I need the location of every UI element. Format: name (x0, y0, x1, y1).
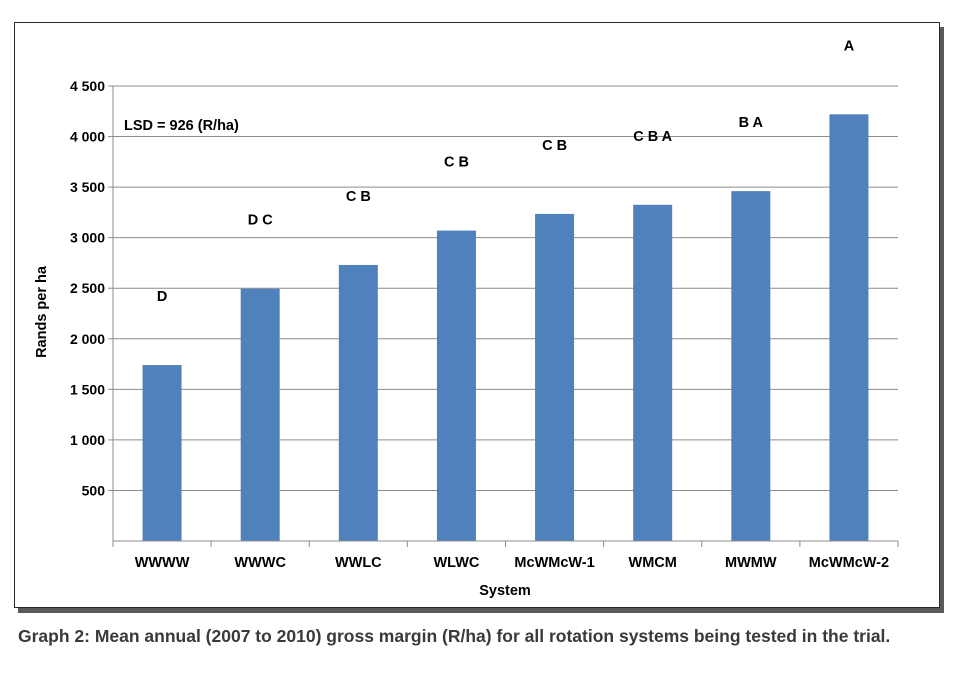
gridlines (113, 85, 898, 491)
bar (829, 114, 869, 542)
x-tick-label: MWMW (725, 555, 777, 571)
bar (731, 191, 771, 541)
y-tick-label: 4 500 (70, 78, 105, 94)
bar (436, 230, 476, 542)
x-axis-title: System (479, 583, 531, 599)
x-tick-label: WWWC (234, 555, 286, 571)
significance-label: C B (346, 189, 371, 205)
y-tick-label: 4 000 (70, 129, 105, 145)
significance-label: D (157, 289, 167, 305)
x-tick-label: WWLC (335, 555, 382, 571)
y-tick-label: 500 (82, 482, 106, 498)
significance-label: C B (542, 138, 567, 154)
x-tick-label: McWMcW-1 (514, 555, 594, 571)
x-tick-label: McWMcW-2 (809, 555, 889, 571)
y-tick-label: 1 000 (70, 432, 105, 448)
bar (535, 213, 575, 541)
bar (240, 288, 280, 541)
y-tick-label: 3 500 (70, 179, 105, 195)
y-tick-label: 2 500 (70, 280, 105, 296)
axes (108, 85, 899, 547)
labels: 500 1 000 1 500 2 000 2 500 3 000 3 500 4 000 4 … (70, 38, 889, 571)
bar (633, 204, 673, 542)
bar (142, 365, 182, 541)
bar (338, 264, 378, 541)
significance-label: B A (739, 115, 764, 131)
y-tick-label: 1 500 (70, 381, 105, 397)
lsd-annotation: LSD = 926 (R/ha) (124, 118, 239, 134)
figure-caption: Graph 2: Mean annual (2007 to 2010) gros… (18, 626, 891, 646)
x-tick-label: WMCM (629, 555, 677, 571)
y-tick-label: 3 000 (70, 230, 105, 246)
x-tick-label: WWWW (135, 555, 190, 571)
significance-label: D C (248, 213, 274, 229)
significance-label: C B A (633, 129, 672, 145)
significance-label: C B (444, 155, 469, 171)
x-tick-label: WLWC (433, 555, 479, 571)
bars (142, 114, 869, 542)
y-axis-title: Rands per ha (34, 265, 50, 358)
y-tick-label: 2 000 (70, 331, 105, 347)
significance-label: A (844, 38, 855, 54)
